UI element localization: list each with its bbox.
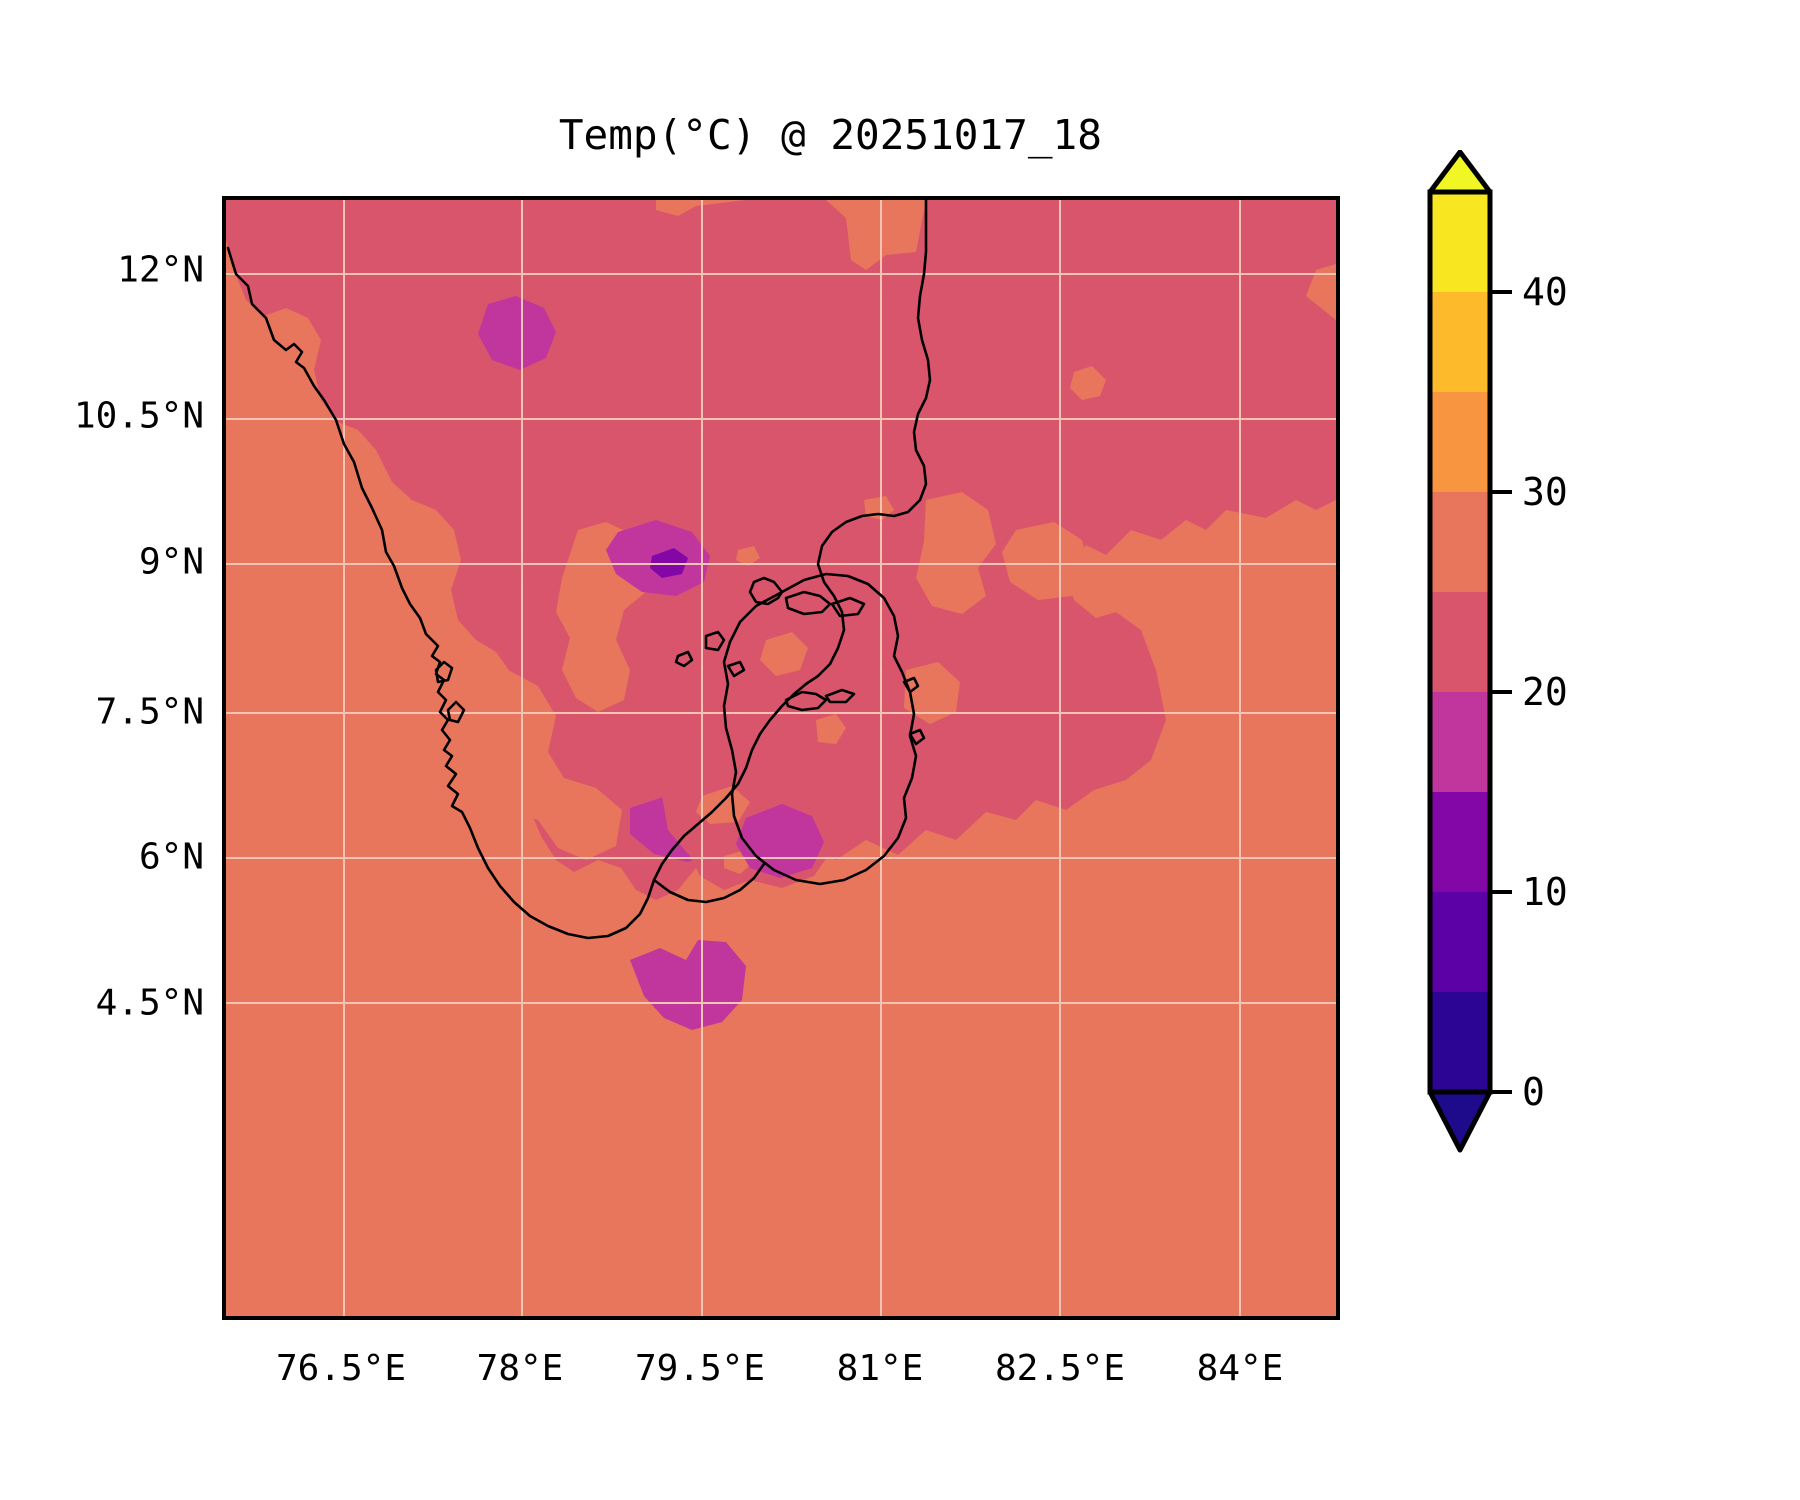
- colorbar-label-10: 10: [1522, 870, 1568, 914]
- colorbar-label-40: 40: [1522, 270, 1568, 314]
- colorbar-label-30: 30: [1522, 470, 1568, 514]
- x-tick-label-78E: 78°E: [476, 1348, 564, 1389]
- y-tick-label-4_5N: 4.5°N: [95, 982, 204, 1024]
- colorbar-label-20: 20: [1522, 670, 1568, 714]
- colorbar-tick-20: [1490, 690, 1512, 694]
- coastline-paths: [226, 200, 932, 940]
- colorbar-tick-40: [1490, 290, 1512, 294]
- x-tick-label-84E: 84°E: [1196, 1348, 1284, 1389]
- colorbar-bands: [1430, 192, 1490, 1092]
- x-tick-label-76_5E: 76.5°E: [275, 1348, 407, 1389]
- colorbar[interactable]: 40 30 20 10 0: [1427, 150, 1568, 1172]
- colorbar-over-arrow: [1427, 150, 1493, 195]
- map-axes[interactable]: [222, 196, 1340, 1320]
- map-gridlines: [226, 200, 1336, 1316]
- contour-band-20-25: [226, 200, 1336, 900]
- x-tick-label-81E: 81°E: [836, 1348, 924, 1389]
- y-tick-label-7_5N: 7.5°N: [95, 691, 204, 733]
- colorbar-under-arrow: [1427, 1089, 1493, 1153]
- colorbar-outline: [1427, 189, 1493, 1095]
- x-tick-label-82_5E: 82.5°E: [994, 1348, 1126, 1389]
- y-tick-label-6N: 6°N: [138, 836, 204, 878]
- colorbar-tick-30: [1490, 490, 1512, 494]
- chart-title-line1: Temp(°C) @ 20251017_18: [558, 111, 1102, 160]
- colorbar-label-0: 0: [1522, 1070, 1545, 1114]
- y-tick-label-9N: 9°N: [138, 541, 204, 583]
- temperature-contour-map: [226, 200, 1336, 1316]
- y-tick-label-12N: 12°N: [117, 249, 204, 291]
- x-tick-label-79_5E: 79.5°E: [634, 1348, 766, 1389]
- colorbar-gradient: [1427, 150, 1493, 1153]
- y-tick-label-10_5N: 10.5°N: [73, 395, 204, 437]
- colorbar-tick-10: [1490, 890, 1512, 894]
- colorbar-tick-0: [1490, 1090, 1512, 1094]
